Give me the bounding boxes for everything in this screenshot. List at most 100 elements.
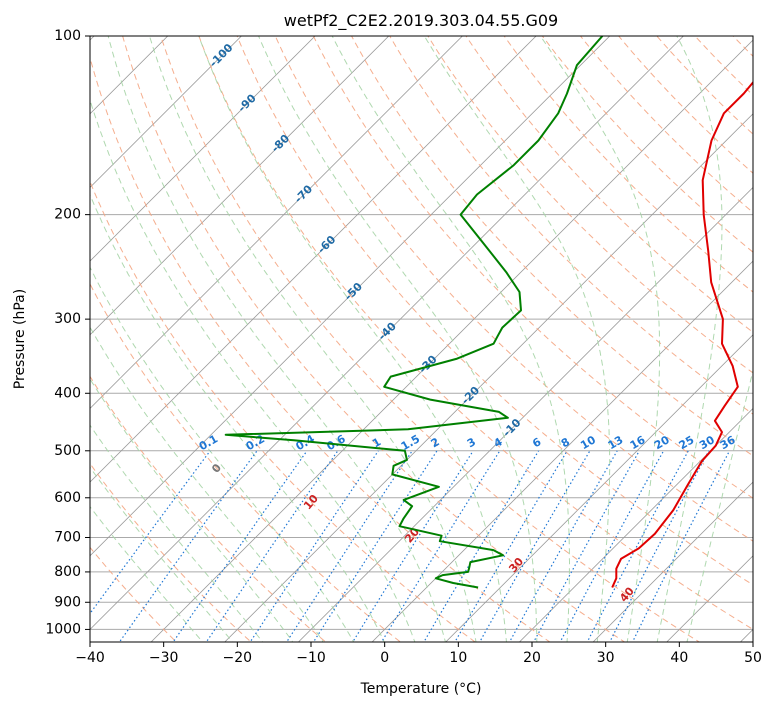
dry-adiabat-line xyxy=(90,462,252,642)
mixing-ratio-line xyxy=(172,450,308,642)
moist-adiabat-line xyxy=(90,266,355,642)
dry-adiabat-label: 40 xyxy=(617,584,637,604)
dry-adiabat-line xyxy=(274,36,753,542)
isotherm-label: -90 xyxy=(235,91,258,114)
mixing-ratio-label: 0.2 xyxy=(244,432,267,453)
background-lines xyxy=(90,36,753,642)
isotherm-line xyxy=(90,36,390,336)
y-tick-label: 500 xyxy=(54,443,81,459)
dry-adiabat-line xyxy=(427,36,753,374)
profile-series xyxy=(224,36,753,589)
y-tick-label: 600 xyxy=(54,490,81,506)
plot-frame xyxy=(89,35,754,643)
x-tick-label: −40 xyxy=(75,650,105,666)
mixing-ratio-label: 0.1 xyxy=(197,432,220,453)
y-tick-label: 900 xyxy=(54,594,81,610)
moist-adiabat-line xyxy=(90,193,385,642)
isotherm-line xyxy=(297,186,753,642)
y-tick-label: 800 xyxy=(54,564,81,580)
moist-adiabat-line xyxy=(90,326,324,642)
dry-adiabat-line xyxy=(160,36,701,642)
dry-adiabat-label: 0 xyxy=(209,461,224,475)
mixing-ratio-label: 30 xyxy=(697,433,717,452)
moist-adiabat-line xyxy=(107,36,446,642)
dry-adiabat-line xyxy=(732,36,753,57)
y-tick-label: 1000 xyxy=(45,621,81,637)
moist-adiabat-line xyxy=(331,36,570,642)
dry-adiabat-line xyxy=(90,375,327,642)
isotherm-line xyxy=(90,36,463,409)
isotherm-label: -100 xyxy=(207,41,236,70)
isotherm-line xyxy=(90,36,684,630)
dry-adiabat-line xyxy=(90,282,402,642)
dry-adiabat-line xyxy=(90,180,476,642)
isotherm-label: -40 xyxy=(376,319,399,342)
isotherm-line xyxy=(90,36,169,115)
mixing-ratio-line xyxy=(631,450,731,642)
y-axis-label: Pressure (hPa) xyxy=(12,289,28,389)
y-tick-label: 700 xyxy=(54,530,81,546)
x-tick-label: 40 xyxy=(670,650,688,666)
mixing-ratio-line xyxy=(205,450,339,642)
moist-adiabat-line xyxy=(423,36,611,642)
mixing-ratio-line xyxy=(380,450,501,642)
mixing-ratio-label: 25 xyxy=(677,433,697,452)
y-tick-label: 100 xyxy=(54,28,81,44)
mixing-ratio-label: 2 xyxy=(429,435,442,450)
temperature-line xyxy=(611,80,753,588)
isotherm-line xyxy=(90,36,537,483)
x-axis-label: Temperature (°C) xyxy=(360,681,482,697)
isotherm-line xyxy=(150,39,753,642)
x-tick-label: 50 xyxy=(744,650,762,666)
dry-adiabat-line xyxy=(198,36,753,631)
isotherm-label: -50 xyxy=(342,280,365,303)
mixing-ratio-label: 6 xyxy=(530,435,543,450)
mixing-ratio-line xyxy=(532,450,640,642)
isotherm-line xyxy=(592,481,753,642)
y-tick-label: 200 xyxy=(54,207,81,223)
mixing-ratio-label: 16 xyxy=(628,433,648,452)
isotherm-line xyxy=(518,407,753,642)
axis-ticks: −40 −30 −20 −10 0 10 20 30 40 5010009008007006005… xyxy=(45,28,762,666)
mixing-ratio-line xyxy=(312,450,438,642)
moist-adiabat-line xyxy=(258,36,538,642)
moist-adiabat-line xyxy=(148,36,477,642)
dry-adiabat-line xyxy=(350,36,753,457)
mixing-ratio-line xyxy=(423,450,540,642)
isotherm-line xyxy=(90,36,316,262)
moist-adiabat-line xyxy=(90,466,234,642)
moist-adiabat-line xyxy=(90,424,264,642)
dry-adiabat-line xyxy=(656,36,753,135)
dry-adiabat-line xyxy=(122,36,626,642)
dry-adiabat-line xyxy=(90,546,177,642)
dry-adiabat-line xyxy=(618,36,753,174)
dry-adiabat-line xyxy=(236,36,753,586)
dry-adiabat-line xyxy=(465,36,753,333)
isotherm-line xyxy=(90,36,242,188)
mixing-ratio-line xyxy=(454,450,568,642)
moist-adiabat-line xyxy=(90,378,294,642)
dewpoint-line xyxy=(224,36,604,589)
moist-adiabat-line xyxy=(198,36,507,642)
x-tick-label: 0 xyxy=(380,650,389,666)
isotherm-label: -20 xyxy=(459,384,482,407)
moist-adiabat-line xyxy=(90,505,204,642)
x-tick-label: 30 xyxy=(597,650,615,666)
moist-adiabat-line xyxy=(90,98,416,642)
x-tick-label: 20 xyxy=(523,650,541,666)
mixing-ratio-line xyxy=(249,450,379,642)
x-tick-label: −10 xyxy=(296,650,326,666)
dry-adiabat-line xyxy=(579,36,753,214)
isotherm-line xyxy=(666,555,753,642)
moist-adiabat-line xyxy=(539,36,661,642)
isotherm-line xyxy=(224,113,753,642)
y-tick-label: 400 xyxy=(54,385,81,401)
mixing-ratio-line xyxy=(609,450,710,642)
isotherm-line xyxy=(90,36,611,557)
isotherm-line xyxy=(371,260,753,642)
mixing-ratio-line xyxy=(479,450,591,642)
x-tick-label: −20 xyxy=(223,650,253,666)
mixing-ratio-line xyxy=(508,450,618,642)
mixing-ratio-label: 3 xyxy=(465,435,478,450)
